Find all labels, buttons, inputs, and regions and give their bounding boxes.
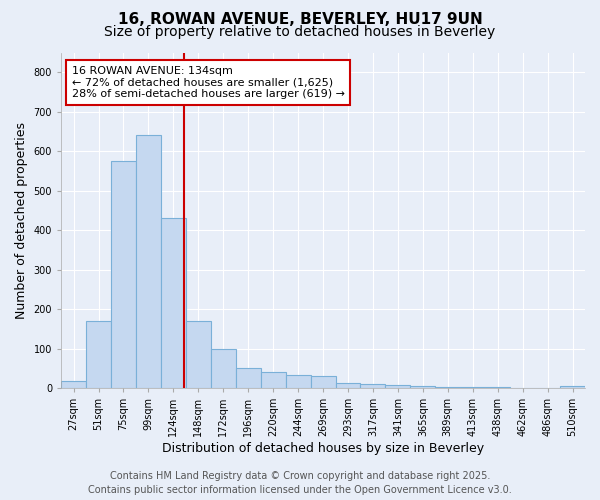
Bar [211, 348, 236, 388]
Text: Contains HM Land Registry data © Crown copyright and database right 2025.
Contai: Contains HM Land Registry data © Crown c… [88, 471, 512, 495]
Bar [286, 376, 311, 388]
Bar [260, 372, 286, 388]
Text: Size of property relative to detached houses in Beverley: Size of property relative to detached ho… [104, 25, 496, 39]
Bar [311, 376, 335, 388]
Bar [361, 384, 385, 388]
Bar [111, 161, 136, 388]
Bar [136, 136, 161, 388]
Y-axis label: Number of detached properties: Number of detached properties [15, 122, 28, 319]
Bar [186, 321, 211, 388]
Text: 16 ROWAN AVENUE: 134sqm
← 72% of detached houses are smaller (1,625)
28% of semi: 16 ROWAN AVENUE: 134sqm ← 72% of detache… [71, 66, 344, 99]
Bar [385, 386, 410, 388]
X-axis label: Distribution of detached houses by size in Beverley: Distribution of detached houses by size … [162, 442, 484, 455]
Bar [560, 386, 585, 388]
Bar [236, 368, 260, 388]
Bar [161, 218, 186, 388]
Bar [86, 321, 111, 388]
Bar [436, 387, 460, 388]
Bar [410, 386, 436, 388]
Bar [335, 384, 361, 388]
Bar [61, 381, 86, 388]
Text: 16, ROWAN AVENUE, BEVERLEY, HU17 9UN: 16, ROWAN AVENUE, BEVERLEY, HU17 9UN [118, 12, 482, 28]
